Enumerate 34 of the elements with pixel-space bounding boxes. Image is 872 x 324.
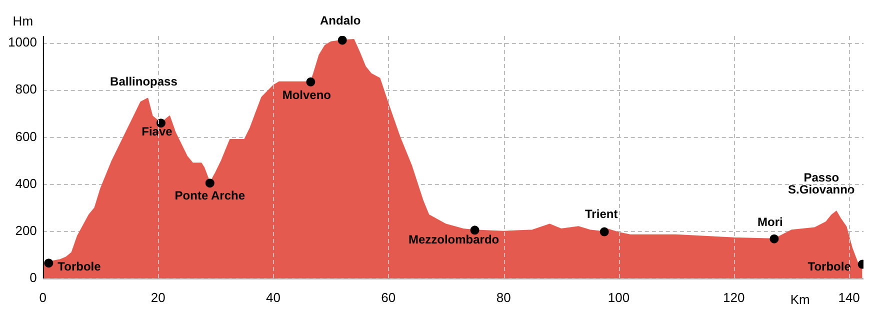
annotation: Passo S.Giovanno (788, 170, 855, 197)
y-tick-label: 1000 (8, 34, 37, 50)
point (770, 234, 779, 244)
y-tick-label: 0 (30, 270, 37, 285)
y-tick-label: 200 (15, 222, 37, 238)
annotation: Molveno (282, 88, 332, 102)
y-tick-label: 400 (15, 176, 37, 191)
annotation: Trient (585, 207, 618, 222)
x-tick-label: 120 (723, 290, 745, 305)
annotation: Ballinopass (110, 74, 178, 89)
annotation: Fiave (142, 124, 173, 138)
annotation: Mezzolombardo (408, 232, 500, 246)
x-tick-label: 100 (608, 290, 630, 305)
point (205, 178, 214, 188)
point (44, 258, 54, 268)
x-tick-label: 40 (266, 290, 280, 305)
point (338, 36, 347, 45)
point (470, 226, 480, 235)
annotation: Mori (758, 215, 783, 230)
x-tick-label: 80 (496, 290, 511, 305)
y-tick-label: 600 (15, 128, 37, 144)
x-tick-label: 140 (838, 290, 860, 305)
annotation: Torbole (808, 260, 852, 274)
annotation: Andalo (320, 14, 361, 28)
x-tick-label: 20 (150, 290, 166, 305)
y-tick-label: 800 (15, 82, 37, 97)
point (600, 227, 609, 236)
x-tick-label: 0 (39, 290, 47, 305)
y-axis-title: Hm (12, 14, 34, 29)
point (306, 77, 316, 86)
x-tick-label: 60 (381, 290, 396, 305)
annotation: Ponte Arche (174, 188, 246, 202)
annotation: Torbole (58, 259, 102, 274)
x-axis-title: Km (790, 292, 810, 307)
